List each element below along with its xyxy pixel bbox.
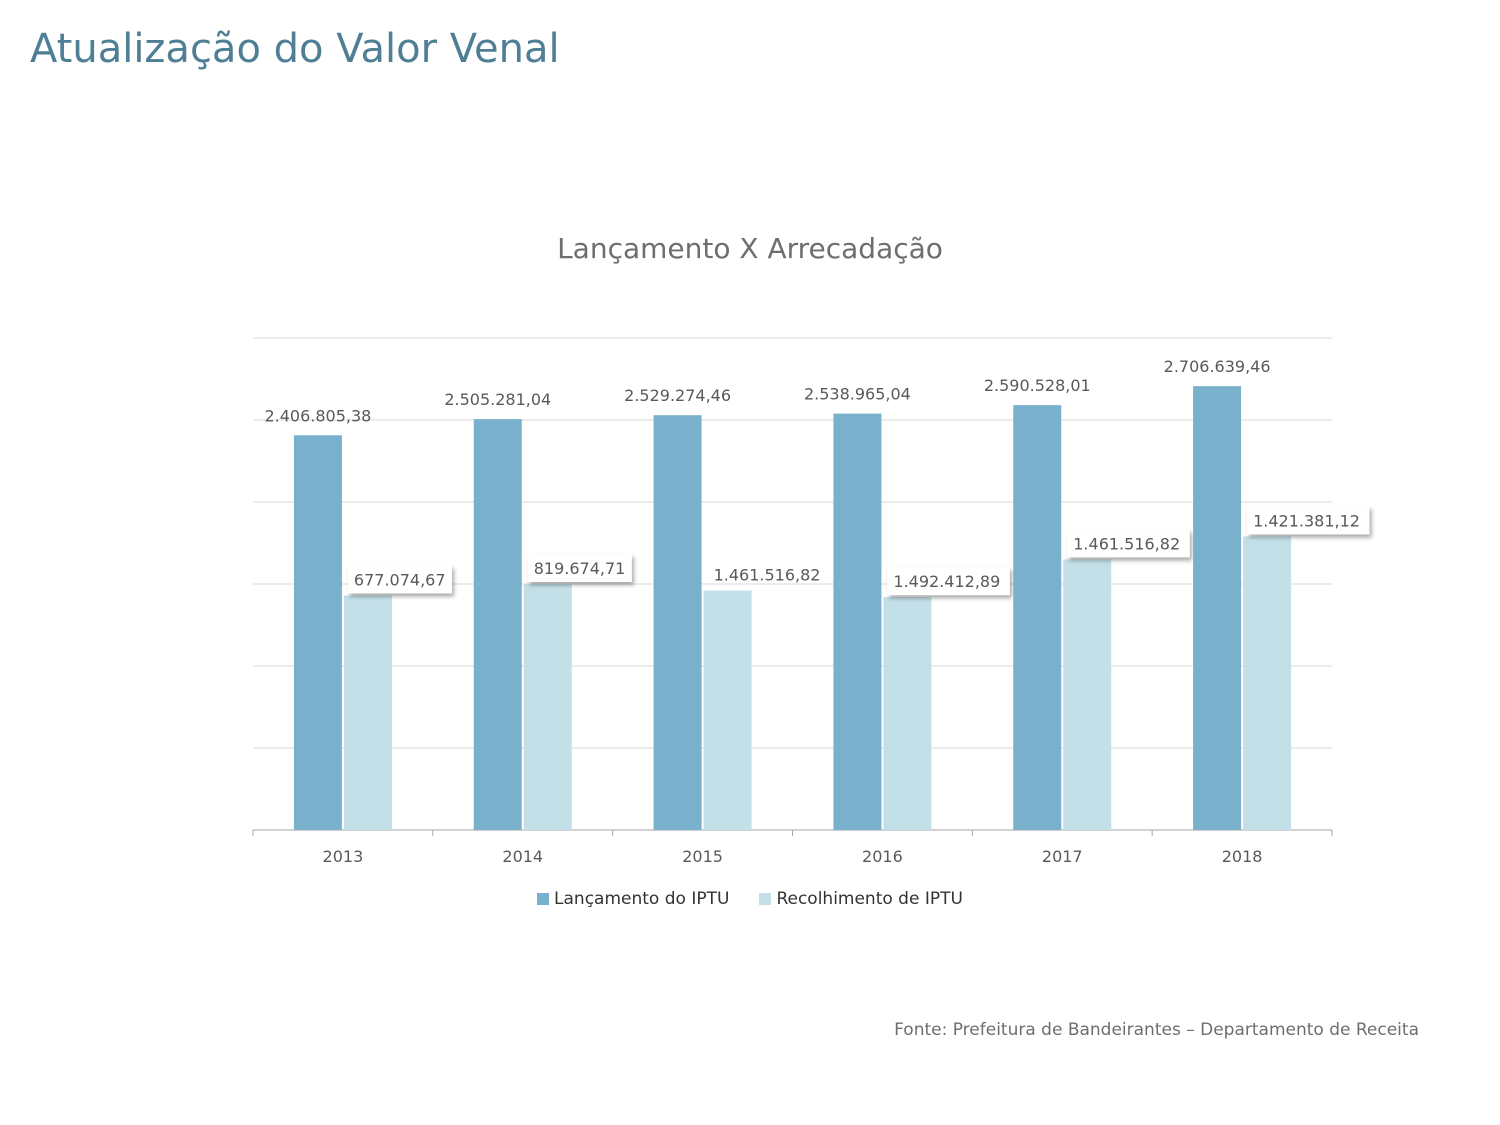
bar-recolhimento — [343, 595, 392, 830]
bar-lancamento — [293, 435, 342, 830]
bar-lancamento — [1013, 405, 1062, 830]
data-label-recolhimento: 819.674,71 — [534, 559, 626, 578]
data-label-box — [1247, 506, 1370, 535]
data-label-lancamento: 2.529.274,46 — [624, 386, 731, 405]
x-tick-label: 2014 — [502, 847, 543, 866]
data-label-recolhimento: 677.074,67 — [354, 570, 446, 589]
legend-swatch-recolhimento — [759, 893, 772, 905]
bar-lancamento — [473, 419, 522, 830]
chart-legend: Lançamento do IPTU Recolhimento de IPTU — [0, 889, 1500, 909]
legend-label-lancamento: Lançamento do IPTU — [554, 889, 730, 909]
bar-recolhimento — [523, 584, 572, 830]
x-tick-label: 2018 — [1222, 847, 1263, 866]
data-label-lancamento: 2.505.281,04 — [444, 390, 551, 409]
x-tick-label: 2015 — [682, 847, 723, 866]
legend-item-recolhimento: Recolhimento de IPTU — [759, 889, 963, 909]
bar-lancamento — [833, 413, 882, 830]
data-label-box — [347, 565, 452, 594]
bar-recolhimento — [703, 590, 752, 830]
x-tick-label: 2016 — [862, 847, 903, 866]
x-tick-label: 2013 — [323, 847, 364, 866]
page-title: Atualização do Valor Venal — [30, 26, 560, 72]
bar-recolhimento — [1243, 536, 1292, 830]
data-label-lancamento: 2.406.805,38 — [264, 406, 371, 425]
bar-lancamento — [653, 415, 702, 830]
data-label-box — [887, 567, 1010, 596]
legend-label-recolhimento: Recolhimento de IPTU — [776, 889, 963, 909]
bar-recolhimento — [1063, 559, 1112, 830]
data-label-recolhimento: 1.461.516,82 — [714, 566, 821, 585]
data-label-lancamento: 2.538.965,04 — [804, 385, 911, 404]
source-note: Fonte: Prefeitura de Bandeirantes – Depa… — [894, 1020, 1419, 1040]
data-label-box — [527, 554, 632, 582]
chart-title: Lançamento X Arrecadação — [557, 232, 943, 265]
bar-lancamento — [1193, 386, 1242, 830]
data-label-recolhimento: 1.492.412,89 — [893, 572, 1000, 591]
data-label-lancamento: 2.706.639,46 — [1164, 357, 1271, 376]
data-label-recolhimento: 1.421.381,12 — [1253, 511, 1360, 530]
bar-recolhimento — [883, 597, 932, 830]
data-label-recolhimento: 1.461.516,82 — [1073, 534, 1180, 553]
x-tick-label: 2017 — [1042, 847, 1083, 866]
legend-item-lancamento: Lançamento do IPTU — [537, 889, 729, 909]
legend-swatch-lancamento — [537, 893, 550, 905]
data-label-box — [1067, 529, 1190, 558]
data-label-lancamento: 2.590.528,01 — [984, 376, 1091, 395]
